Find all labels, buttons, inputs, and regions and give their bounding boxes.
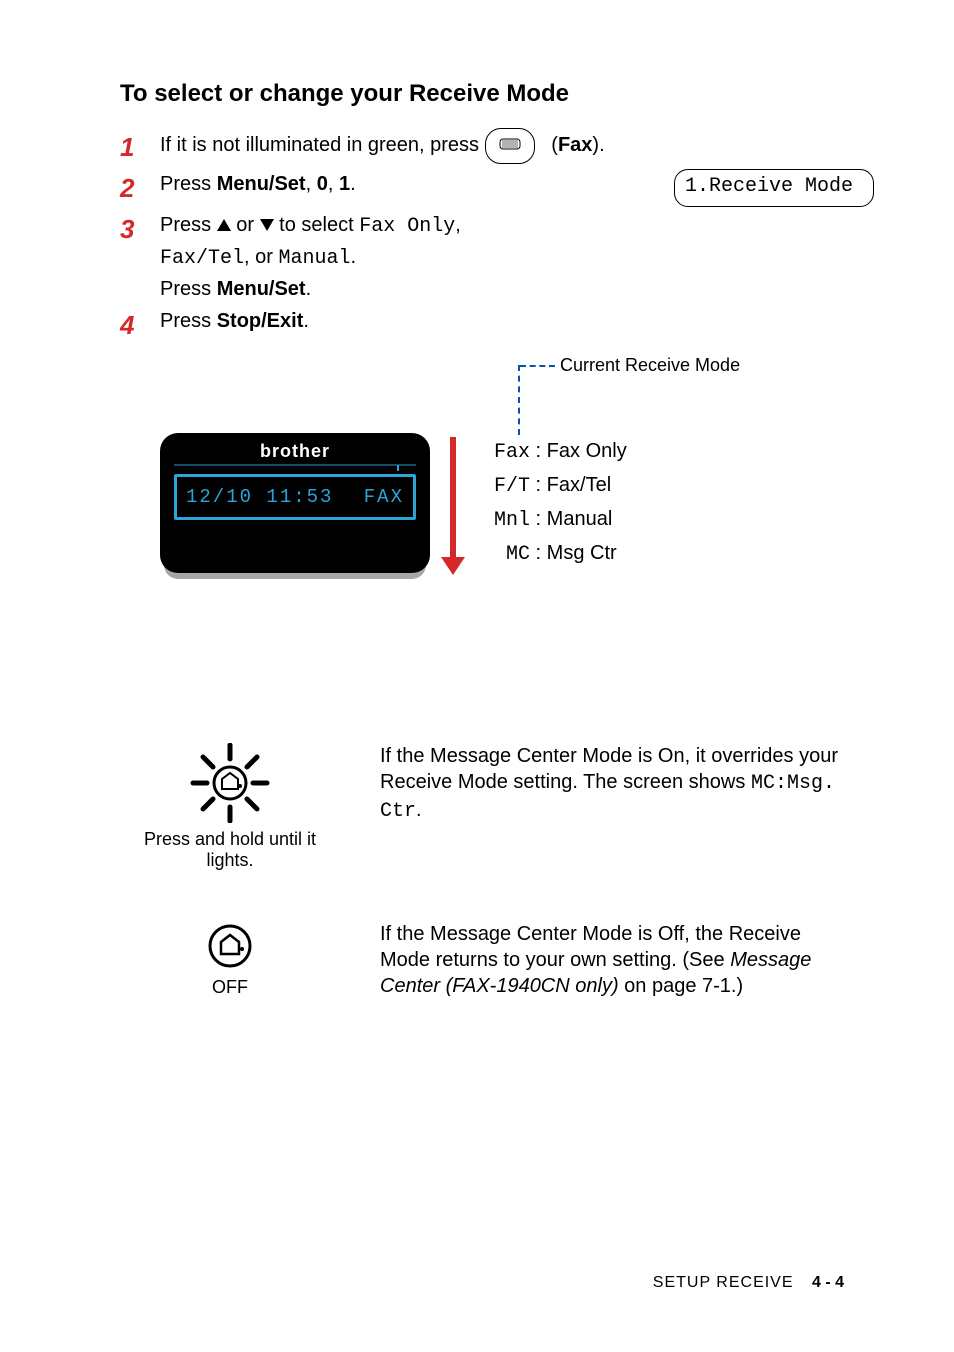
step-body: If it is not illuminated in green, press… — [160, 128, 844, 164]
mode-code: F/T — [480, 471, 530, 503]
step-number: 4 — [120, 306, 160, 345]
step1-text: If it is not illuminated in green, press — [160, 134, 485, 156]
step-1: 1 If it is not illuminated in green, pre… — [120, 128, 844, 167]
callout-dashed-line-vertical — [518, 365, 521, 435]
callout-dashed-line-horizontal — [520, 365, 555, 368]
down-arrow-icon — [260, 219, 274, 231]
lcd-screen: 12/10 11:53 FAX — [180, 480, 410, 514]
mode-sep: : — [530, 440, 547, 462]
stop-exit-label: Stop/Exit — [217, 310, 304, 332]
note-text: If the Message Center Mode is Off, the R… — [380, 921, 844, 999]
paren-open: ( — [551, 134, 558, 156]
device-display: brother 12/10 11:53 FAX — [160, 433, 430, 573]
zero: 0 — [317, 173, 328, 195]
menu-set-label: Menu/Set — [217, 278, 306, 300]
mode-code: Mnl — [480, 505, 530, 537]
dot: . — [306, 278, 312, 300]
sep: , — [306, 173, 317, 195]
sep: , — [328, 173, 339, 195]
mode-list-arrow — [450, 437, 456, 557]
press-label: Press — [160, 310, 217, 332]
manual-option: Manual — [278, 247, 350, 270]
note-text: If the Message Center Mode is On, it ove… — [380, 743, 844, 825]
step-body: Press or to select Fax Only, Fax/Tel, or… — [160, 210, 844, 304]
sunburst-icon — [185, 743, 275, 823]
mode-sep: : — [530, 508, 547, 530]
up-arrow-icon — [217, 219, 231, 231]
one: 1 — [339, 173, 350, 195]
icon-column: Press and hold until it lights. — [120, 743, 340, 871]
section-heading: To select or change your Receive Mode — [120, 80, 844, 108]
lcd-datetime: 12/10 11:53 — [186, 486, 333, 508]
step-4: 4 Press Stop/Exit. — [120, 306, 844, 345]
callout-row: Current Receive Mode — [120, 363, 844, 393]
footer-page: 4 - 4 — [812, 1274, 844, 1291]
fax-icon — [498, 137, 522, 151]
step-2: 2 Press Menu/Set, 0, 1. 1.Receive Mode — [120, 169, 844, 208]
step-body: Press Stop/Exit. — [160, 306, 844, 336]
mode-list: Fax : Fax Only F/T : Fax/Tel Mnl : Manua… — [480, 435, 627, 571]
callout-label: Current Receive Mode — [560, 355, 740, 376]
step-number: 1 — [120, 128, 160, 167]
dot: . — [350, 173, 356, 195]
dot: . — [350, 246, 356, 268]
brother-logo: brother — [160, 433, 430, 462]
mode-row-mc: MC : Msg Ctr — [480, 537, 627, 571]
mode-row-mnl: Mnl : Manual — [480, 503, 627, 537]
fax-button-icon — [485, 128, 535, 164]
mode-label: Fax Only — [547, 440, 627, 462]
mode-code: Fax — [480, 437, 530, 469]
lcd-frame: 12/10 11:53 FAX — [174, 474, 416, 520]
paren-close: ). — [592, 134, 604, 156]
mode-label: Manual — [547, 508, 613, 530]
off-label: OFF — [120, 977, 340, 998]
mode-label: Fax/Tel — [547, 474, 611, 496]
mode-row-fax: Fax : Fax Only — [480, 435, 627, 469]
mode-label: Msg Ctr — [547, 542, 617, 564]
dot: . — [303, 310, 309, 332]
or-label: or — [231, 214, 260, 236]
display-row: brother 12/10 11:53 FAX Fax : Fax Only F… — [120, 433, 844, 633]
step-3: 3 Press or to select Fax Only, Fax/Tel, … — [120, 210, 844, 304]
fax-tel-option: Fax/Tel — [160, 247, 244, 270]
mode-row-ft: F/T : Fax/Tel — [480, 469, 627, 503]
press-label: Press — [160, 214, 217, 236]
step-number: 2 — [120, 169, 160, 208]
to-select-label: to select — [274, 214, 360, 236]
lcd-banner: 1.Receive Mode — [674, 169, 874, 207]
lcd-mode: FAX — [364, 486, 404, 508]
menu-set-label: Menu/Set — [217, 173, 306, 195]
press-label: Press — [160, 173, 217, 195]
mode-code: MC — [480, 539, 530, 571]
house-circle-icon — [205, 921, 255, 971]
fax-label: Fax — [558, 134, 592, 156]
icon-column: OFF — [120, 921, 340, 998]
note-message-center-on: Press and hold until it lights. If the M… — [120, 743, 844, 871]
device-separator — [174, 464, 416, 466]
note1-dot: . — [416, 799, 422, 821]
press-label: Press — [160, 278, 217, 300]
step-number: 3 — [120, 210, 160, 249]
screen-tick — [397, 465, 400, 471]
comma: , — [455, 214, 461, 236]
mode-sep: : — [530, 542, 547, 564]
note-message-center-off: OFF If the Message Center Mode is Off, t… — [120, 921, 844, 999]
icon-caption: Press and hold until it lights. — [120, 829, 340, 871]
page-footer: SETUP RECEIVE 4 - 4 — [653, 1274, 844, 1292]
fax-only-option: Fax Only — [359, 215, 455, 238]
or-label: , or — [244, 246, 278, 268]
footer-section: SETUP RECEIVE — [653, 1274, 794, 1291]
note2-post: on page 7-1.) — [619, 975, 744, 997]
mode-sep: : — [530, 474, 547, 496]
